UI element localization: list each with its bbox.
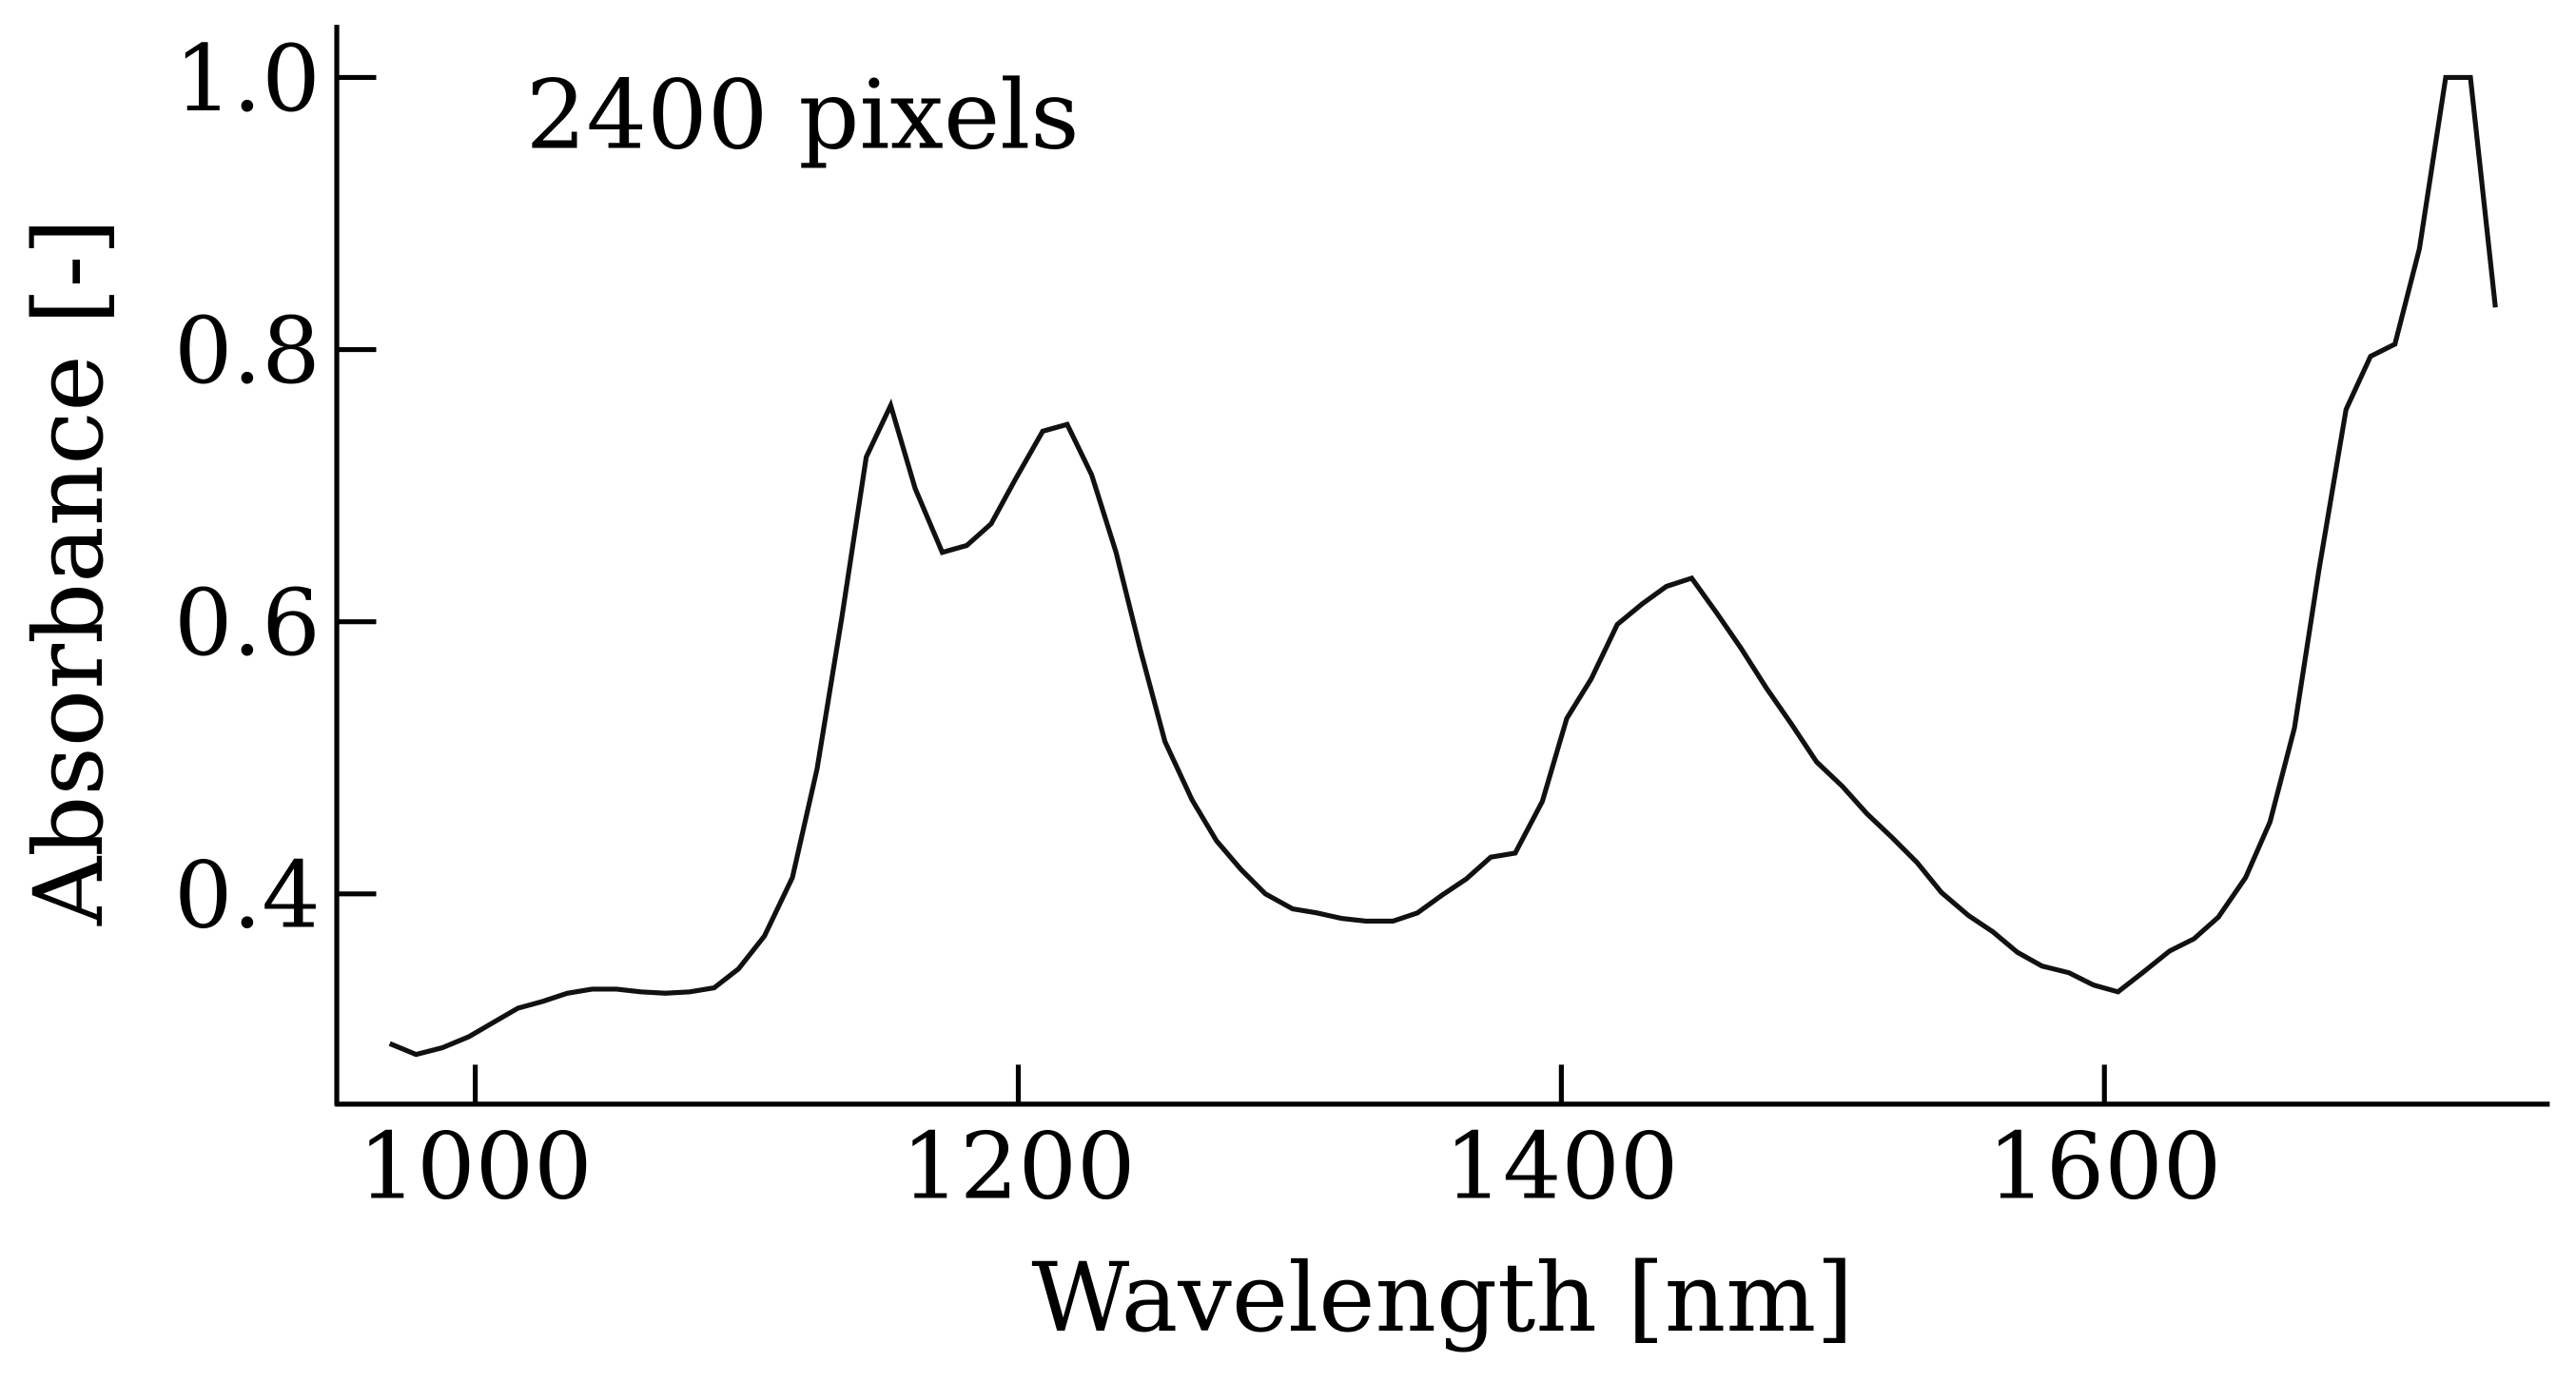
y-tick-label: 0.4 bbox=[174, 841, 321, 948]
y-tick-label: 0.8 bbox=[174, 297, 321, 404]
annotation: 2400 pixels bbox=[526, 60, 1080, 171]
y-tick-label: 0.6 bbox=[174, 569, 321, 676]
x-tick-label: 1600 bbox=[1987, 1112, 2221, 1219]
x-tick-label: 1200 bbox=[901, 1112, 1135, 1219]
y-tick-label: 1.0 bbox=[174, 25, 321, 132]
x-tick-label: 1000 bbox=[359, 1112, 593, 1219]
data-line bbox=[388, 74, 2498, 1058]
x-tick-label: 1400 bbox=[1444, 1112, 1678, 1219]
y-axis-label: Absorbance [-] bbox=[13, 219, 125, 927]
x-axis-label: Wavelength [nm] bbox=[1031, 1242, 1853, 1353]
